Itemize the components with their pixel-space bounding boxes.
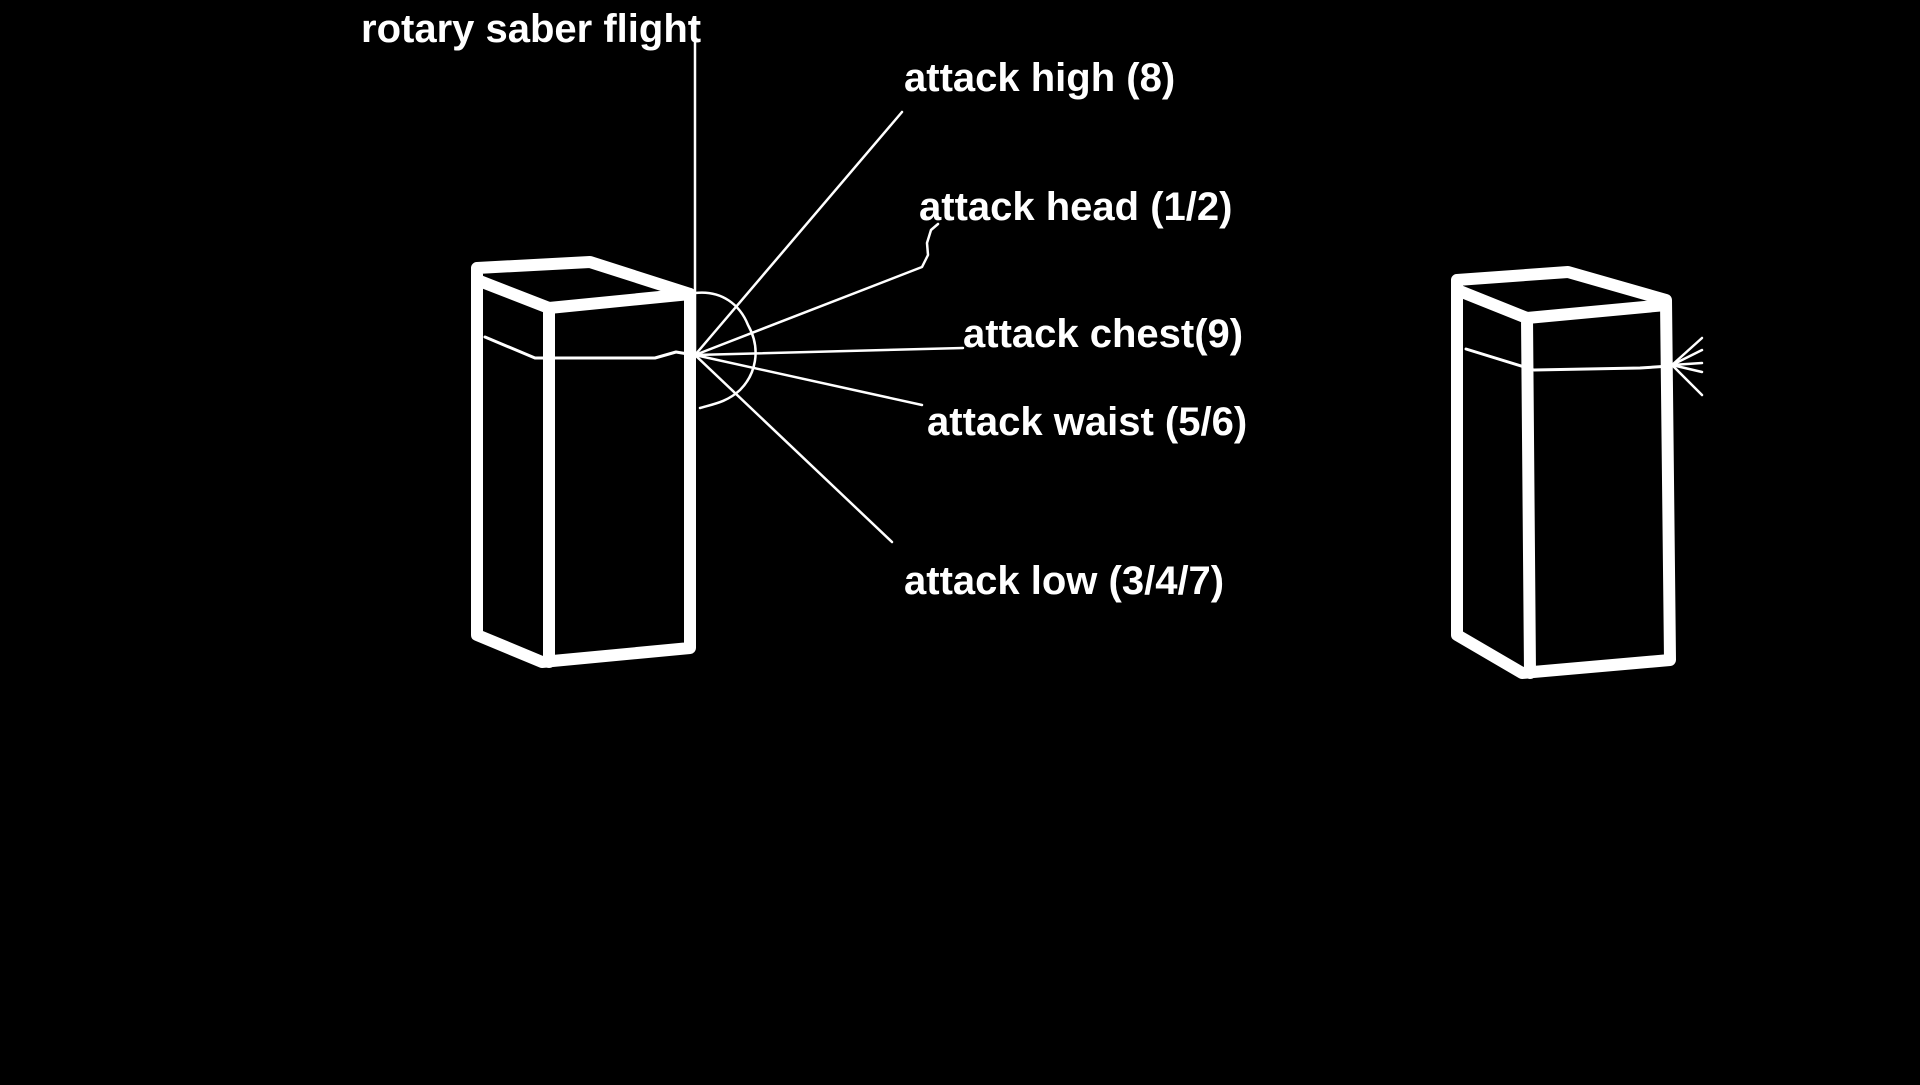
right-post xyxy=(1451,266,1676,679)
right-high-line xyxy=(1670,336,1704,367)
right-low-line xyxy=(1670,363,1704,397)
left-post xyxy=(471,256,696,668)
attack-chest-label: attack chest(9) xyxy=(963,312,1243,356)
right-waist-line xyxy=(1670,363,1704,374)
right-post-top-face xyxy=(1521,299,1672,324)
right-chest-line xyxy=(1670,361,1704,367)
rotation-arc xyxy=(693,291,757,410)
attack-low-line xyxy=(693,353,894,544)
right-post-top-outline xyxy=(1451,266,1676,679)
attack-waist-line xyxy=(693,353,924,407)
attack-head-line xyxy=(693,222,940,357)
attack-head-label: attack head (1/2) xyxy=(919,185,1232,229)
attack-low-label: attack low (3/4/7) xyxy=(904,559,1224,603)
right-head-line xyxy=(1670,348,1704,367)
left-post-top-outline xyxy=(471,256,696,668)
attack-chest-line xyxy=(693,346,965,357)
left-post-top-face xyxy=(543,288,696,314)
right-post-waistline xyxy=(1464,347,1672,372)
right-post-front-left-edge xyxy=(1451,284,1536,679)
labels: rotary saber flight attack high (8) atta… xyxy=(361,7,1247,603)
left-attack-lines xyxy=(693,16,965,544)
rotary-saber-flight-label: rotary saber flight xyxy=(361,7,701,51)
attack-high-label: attack high (8) xyxy=(904,56,1175,100)
attack-high-line xyxy=(693,110,904,357)
attack-waist-label: attack waist (5/6) xyxy=(927,400,1247,444)
left-post-waistline xyxy=(483,335,696,360)
right-attack-lines xyxy=(1670,336,1704,397)
